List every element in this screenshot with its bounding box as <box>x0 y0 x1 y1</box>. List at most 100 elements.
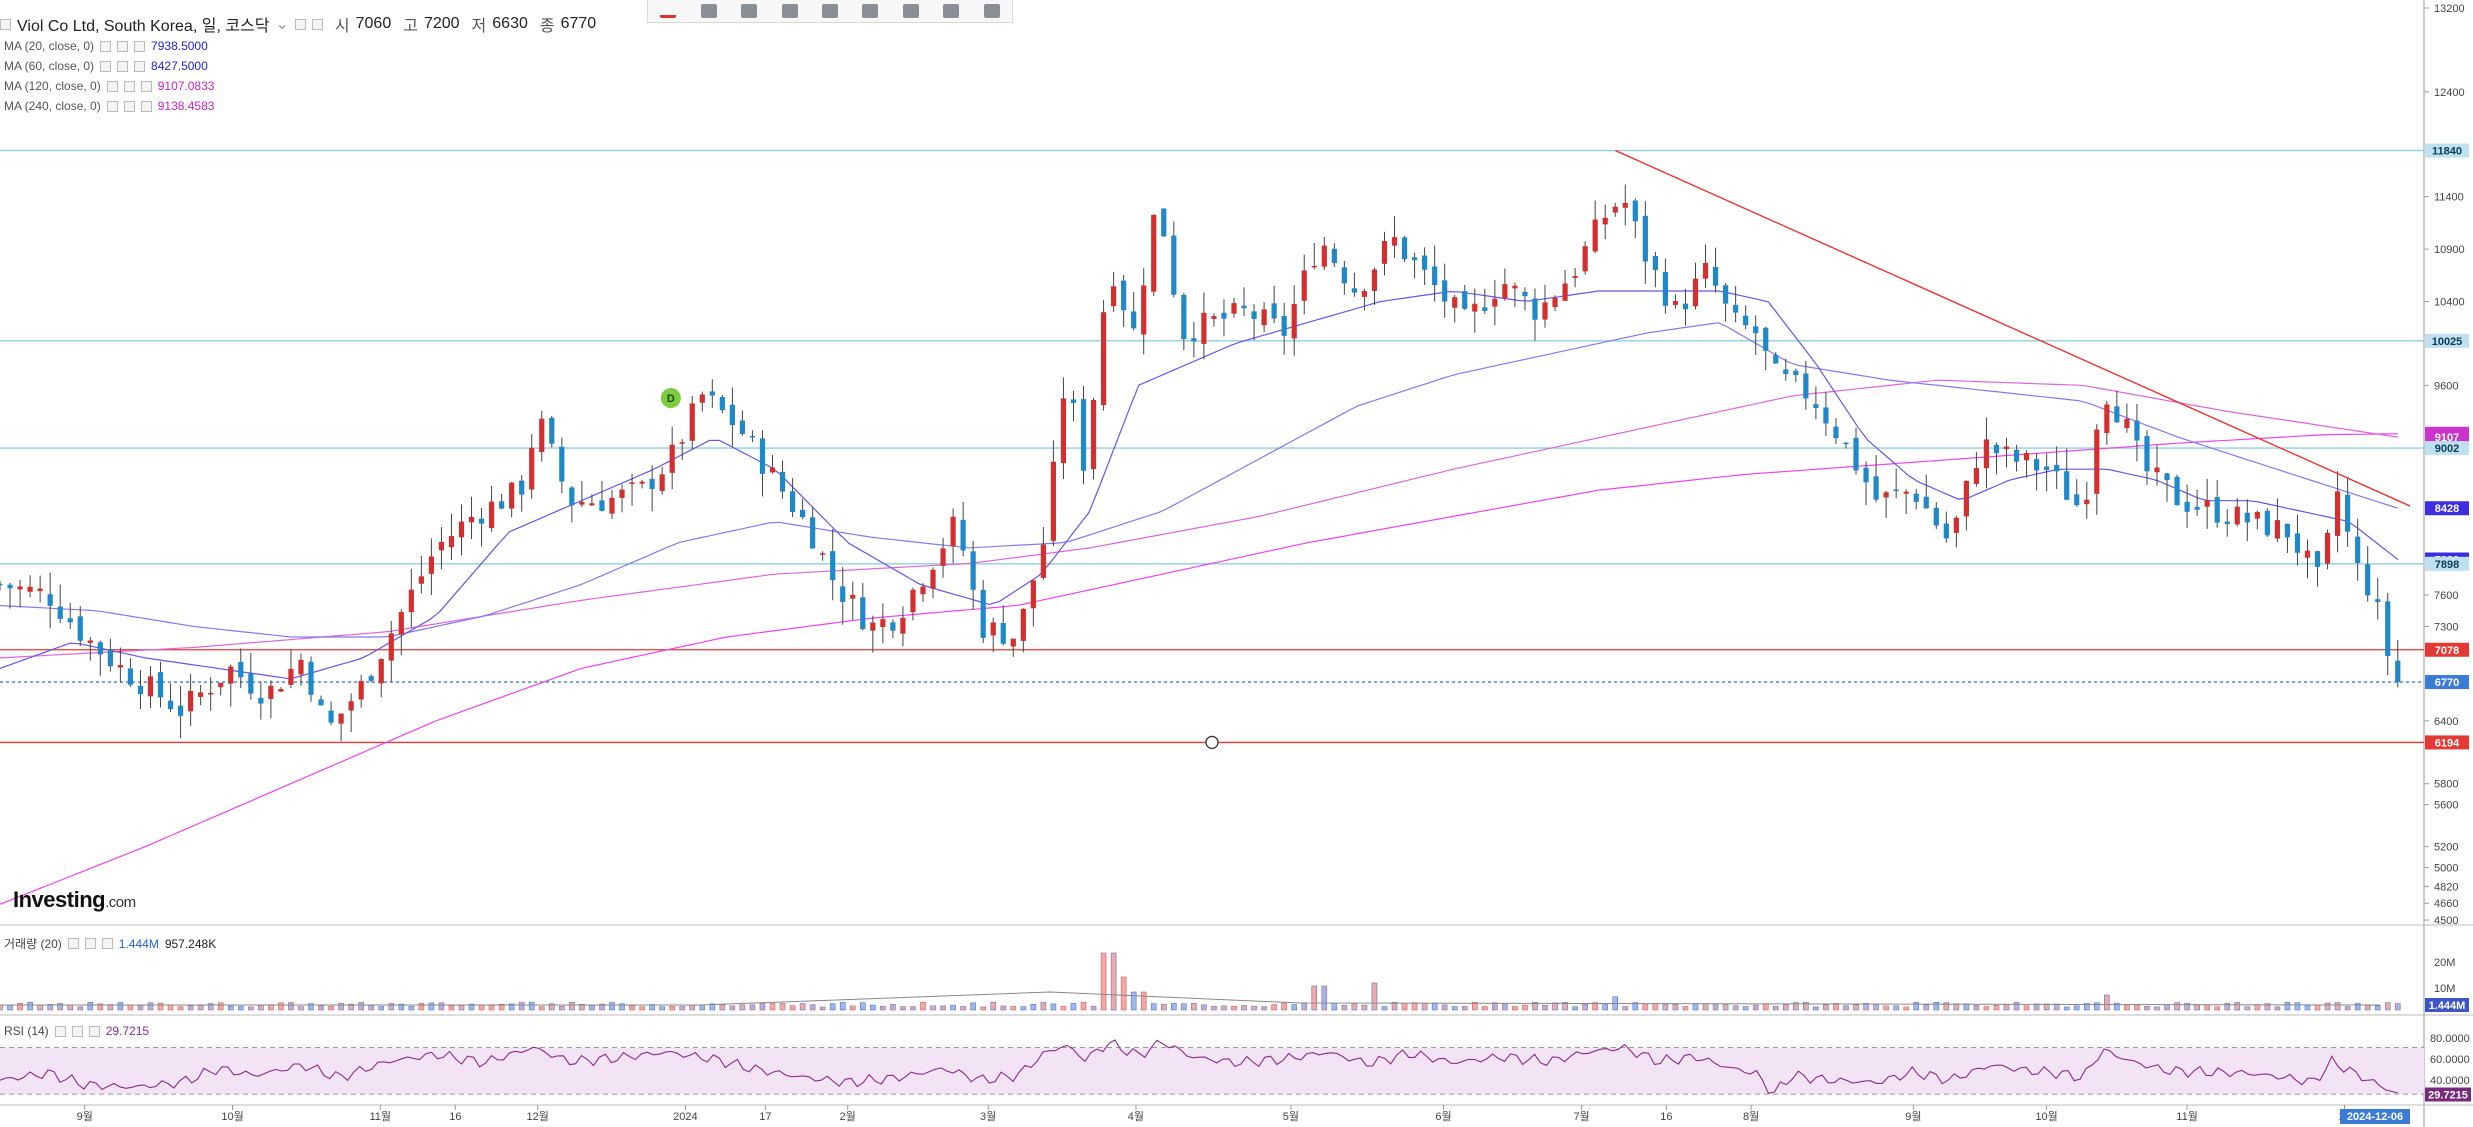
ma-legend-240[interactable]: MA (240, close, 0) 9138.4583 <box>0 99 214 113</box>
hide-icon[interactable] <box>84 938 96 949</box>
volume-bar <box>1622 1006 1629 1011</box>
line-width-icon[interactable] <box>741 4 758 18</box>
candle-down <box>2034 459 2040 471</box>
hide-icon[interactable] <box>123 100 135 112</box>
volume-bar <box>1933 1002 1940 1011</box>
volume-badge-label: 1.444M <box>2429 1000 2466 1012</box>
settings-icon[interactable] <box>106 100 118 112</box>
volume-bar <box>1813 1006 1819 1011</box>
rsi-axis-label: 60.0000 <box>2430 1054 2470 1066</box>
hide-icon[interactable] <box>123 80 135 92</box>
ma-legend-20[interactable]: MA (20, close, 0) 7938.5000 <box>0 39 208 53</box>
volume-bar <box>1231 1005 1237 1011</box>
candle-up <box>1702 262 1709 279</box>
volume-bar <box>1271 1004 1277 1011</box>
settings-icon[interactable] <box>54 1025 66 1037</box>
candle-down <box>1753 326 1759 334</box>
close-icon[interactable] <box>134 60 146 72</box>
close-icon[interactable] <box>140 80 152 92</box>
ma-label: MA (120, close, 0) <box>4 79 101 93</box>
volume-bar <box>438 1002 445 1011</box>
pen-icon[interactable] <box>660 5 677 18</box>
hide-icon[interactable] <box>71 1025 83 1037</box>
volume-bar <box>488 1005 495 1011</box>
volume-bar <box>1381 1006 1388 1011</box>
settings-icon[interactable] <box>100 60 112 72</box>
hide-icon[interactable] <box>117 40 129 52</box>
candle-down <box>2284 523 2291 538</box>
volume-bar <box>1953 1003 1960 1011</box>
volume-bar <box>1803 1002 1809 1011</box>
price-badge-label: 9002 <box>2435 443 2459 455</box>
volume-bar <box>278 1002 284 1011</box>
volume-bar <box>167 1004 174 1011</box>
settings-icon[interactable] <box>294 18 306 30</box>
volume-bar <box>1522 1004 1528 1011</box>
settings-icon[interactable] <box>100 40 112 52</box>
eye-icon[interactable] <box>943 4 960 18</box>
volume-bar <box>137 1005 144 1011</box>
y-tick-label: 7300 <box>2434 621 2458 633</box>
y-tick-label: 4500 <box>2434 915 2458 927</box>
price-badge-label: 6770 <box>2435 677 2459 689</box>
collapse-icon[interactable] <box>0 18 11 30</box>
candle-down <box>2224 521 2230 525</box>
y-tick-label: 13200 <box>2434 3 2465 15</box>
volume-bar <box>1793 1002 1799 1011</box>
candle-down <box>167 700 174 710</box>
candle-up <box>930 569 936 589</box>
volume-bar <box>2344 1006 2351 1011</box>
volume-bar <box>569 1001 575 1011</box>
template-icon[interactable] <box>821 4 838 18</box>
volume-legend[interactable]: 거래량 (20) 1.444M 957.248K <box>4 935 216 952</box>
ma-legend-60[interactable]: MA (60, close, 0) 8427.5000 <box>0 59 208 73</box>
gear-icon[interactable] <box>781 4 798 18</box>
close-icon[interactable] <box>88 1025 100 1037</box>
hide-icon[interactable] <box>311 18 323 30</box>
rsi-legend[interactable]: RSI (14) 29.7215 <box>4 1024 149 1038</box>
volume-bar <box>1602 1004 1609 1011</box>
close-icon[interactable] <box>101 938 113 949</box>
volume-bar <box>1782 1004 1789 1011</box>
candle-up <box>1020 608 1026 641</box>
candle-down <box>1000 622 1006 644</box>
ma-legend-120[interactable]: MA (120, close, 0) 9107.0833 <box>0 79 214 93</box>
volume-bar <box>2003 1004 2010 1011</box>
volume-bar <box>2194 1004 2200 1011</box>
hide-icon[interactable] <box>117 60 129 72</box>
candle-up <box>1391 237 1398 246</box>
volume-bar <box>1431 1002 1438 1011</box>
volume-bar <box>538 1006 545 1011</box>
candle-up <box>2274 520 2280 539</box>
volume-bar <box>458 1005 465 1011</box>
volume-bar <box>659 1006 665 1011</box>
trash-icon[interactable] <box>983 4 1000 18</box>
x-tick-label: 2024 <box>673 1111 697 1123</box>
volume-bar <box>398 1003 405 1011</box>
volume-bar <box>2294 1002 2301 1011</box>
candle-down <box>67 618 73 623</box>
chevron-down-icon[interactable]: ⌄ <box>275 16 289 33</box>
clone-icon[interactable] <box>862 4 879 18</box>
instrument-name: Viol Co Ltd, South Korea, 일, 코스닥 <box>17 18 270 35</box>
settings-icon[interactable] <box>106 80 118 92</box>
settings-icon[interactable] <box>67 938 79 949</box>
volume-bar <box>890 1003 896 1011</box>
volume-bar <box>1532 1001 1538 1011</box>
volume-axis-label: 10M <box>2434 983 2455 995</box>
x-tick-label: 12월 <box>527 1110 549 1123</box>
candle-down <box>1923 496 1929 509</box>
line-style-icon[interactable] <box>700 4 717 18</box>
volume-bar <box>1140 991 1147 1011</box>
close-icon[interactable] <box>140 100 152 112</box>
ma-label: MA (60, close, 0) <box>4 59 95 73</box>
price-badge <box>2425 642 2469 657</box>
close-icon[interactable] <box>134 40 146 52</box>
y-tick-label: 11400 <box>2434 192 2464 204</box>
volume-bar <box>1482 1006 1488 1011</box>
lock-icon[interactable] <box>902 4 919 18</box>
candle-up <box>769 467 776 473</box>
candle-up <box>1552 297 1558 308</box>
volume-bar <box>2374 1005 2381 1011</box>
